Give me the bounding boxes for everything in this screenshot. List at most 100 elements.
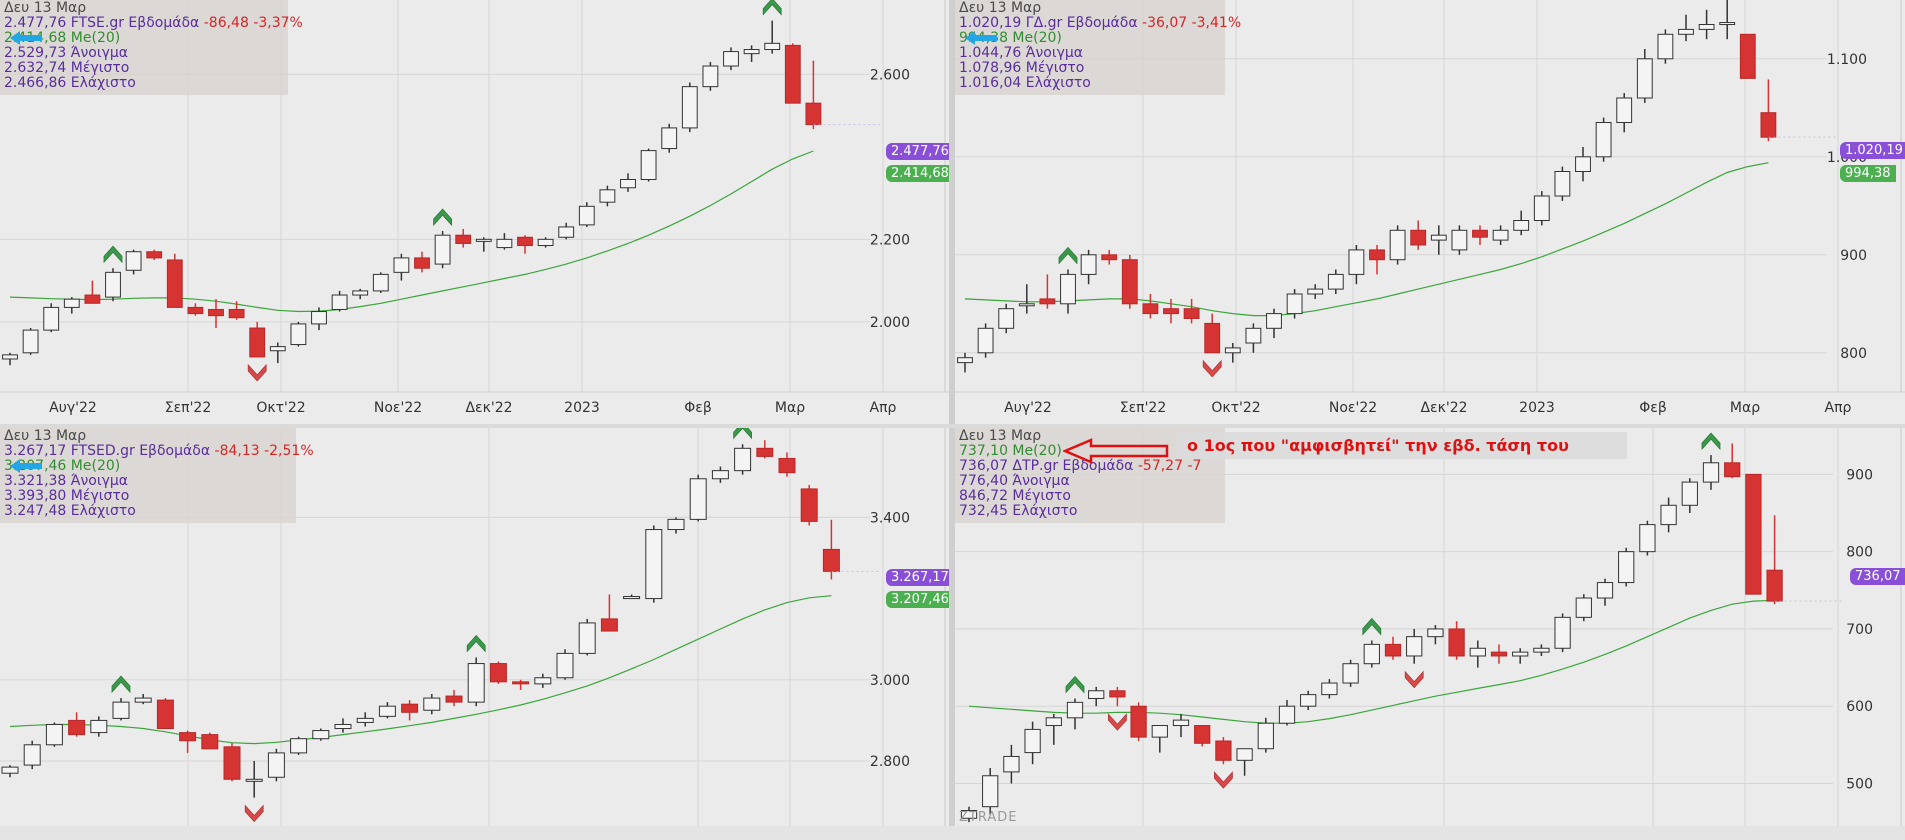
moving-average-line [9,595,832,745]
candle-down [1130,705,1147,738]
panel-divider-vertical[interactable] [949,0,955,840]
legend-date: Δευ 13 Μαρ [4,0,87,16]
candle-down [1204,322,1221,354]
last-price-tag: 1.020,19 [1840,142,1905,159]
candle-down [778,457,796,474]
ma-price-tag: 3.207,46 [886,591,949,608]
candle-up [1427,628,1444,638]
chevron-down-icon [1404,670,1424,689]
candle-up [558,226,575,238]
candle-up [434,234,451,265]
candle-down [800,488,818,522]
candle-down [1472,229,1488,238]
chart-panel-dtr[interactable]: 500 600 700 800 900 Δευ 13 Μαρ 737,10 Me(20)… [955,428,1905,826]
x-tick-label: Απρ [870,400,897,416]
last-price-tag: 736,07 [1850,568,1905,585]
candle-up [269,346,286,352]
candle-up [743,49,760,55]
y-tick-label: 2.200 [870,232,910,248]
candle-up [1596,582,1614,599]
y-tick-label: 900 [1846,467,1873,483]
candle-up [1172,719,1190,727]
candle-down [512,681,530,685]
candle-up [372,273,389,292]
candle-up [1245,327,1262,344]
candle-up [623,596,641,600]
legend-last-price: 3.267,17 FTSED.gr Εβδομάδα [4,443,211,459]
candle-up [1639,524,1656,553]
candle-up [467,663,485,703]
candle-up [63,298,80,308]
chevron-up-icon [1701,432,1721,451]
x-tick-label: Μαρ [775,400,805,416]
chart-panel-gd[interactable]: 8009001.0001.100Αυγ'22Σεπ'22Οκτ'22Νοε'22… [955,0,1905,424]
candle-up [125,251,142,271]
candle-up [1266,313,1282,329]
x-tick-label: Δεκ'22 [1420,400,1467,416]
chevron-up-icon [762,0,782,16]
candle-down [805,102,822,126]
candle-up [1554,171,1571,197]
candle-down [223,746,241,780]
y-tick-label: 2.000 [870,315,910,331]
y-tick-label: 3.400 [870,510,910,526]
candle-up [578,205,595,226]
candle-up [90,719,108,734]
candle-up [1321,682,1338,696]
candle-up [1003,755,1020,773]
candle-down [600,618,618,632]
candle-up [496,238,513,249]
legend-open: 1.044,76 Άνοιγμα [959,45,1084,61]
annotation-note: ο 1ος που "αμφισβητεί" την εβδ. τάση του [1177,432,1627,459]
candle-up [475,238,492,242]
legend-high: 3.393,80 Μέγιστο [4,488,130,504]
candle-down [1183,308,1200,320]
candle-down [517,236,533,247]
candle-up [1327,273,1344,290]
x-tick-label: Αυγ'22 [49,400,97,416]
dtr-chart-svg[interactable]: 500 600 700 800 900 [955,428,1905,826]
candle-up [1469,647,1486,657]
candle-down [756,447,774,457]
legend-low: 3.247,48 Ελάχιστο [4,503,136,519]
candle-down [1142,303,1159,315]
chart-panel-ftse[interactable]: 2.000 2.200 2.600 Αυγ'22 Σεπ'22 Οκτ'22 Νοε'22 Δ… [0,0,949,424]
legend-date: Δευ 13 Μαρ [4,428,87,444]
chart-panel-ftsed[interactable]: 2.800 3.000 3.400 Δευ 13 Μαρ 3.267,17 FTSE… [0,428,949,826]
x-tick-label: Νοε'22 [374,400,422,416]
legend-change: -57,27 -7 [1137,458,1202,474]
candle-down [249,327,266,358]
legend-ma: 2.414,68 Me(20) [4,30,121,46]
chevron-up-icon [1058,246,1078,265]
legend-last-price: 1.020,19 ΓΔ.gr Εβδομάδα [959,15,1138,31]
ma-price-tag: 994,38 [1840,165,1896,182]
candle-down [1739,33,1756,79]
candle-up [960,810,978,819]
candle-down [784,44,801,104]
candle-down [445,695,463,703]
x-tick-label: Μαρ [1730,400,1760,416]
candle-up [2,354,18,360]
candle-down [1163,308,1179,315]
legend-open: 2.529,73 Άνοιγμα [4,45,129,61]
candle-down [414,257,430,269]
legend-ma: 737,10 Me(20) [959,443,1062,459]
y-tick-label: 3.000 [870,673,910,689]
candle-up [998,308,1015,329]
candle-up [667,518,685,531]
candle-down [146,251,163,259]
ftsed-chart-svg[interactable]: 2.800 3.000 3.400 [0,428,949,826]
y-tick-label: 600 [1846,699,1873,715]
blue-arrow-icon [10,459,42,473]
legend-open: 776,40 Άνοιγμα [959,473,1070,489]
candle-down [201,734,219,750]
candle-down [1109,690,1126,698]
candle-up [1660,504,1677,526]
panel-divider-horizontal[interactable] [0,424,1905,428]
candle-up [311,311,327,325]
y-tick-label: 1.100 [1827,52,1867,68]
legend-low: 732,45 Ελάχιστο [959,503,1078,519]
candle-down [1745,473,1762,595]
candle-up [290,738,308,754]
candle-up [1512,651,1529,657]
